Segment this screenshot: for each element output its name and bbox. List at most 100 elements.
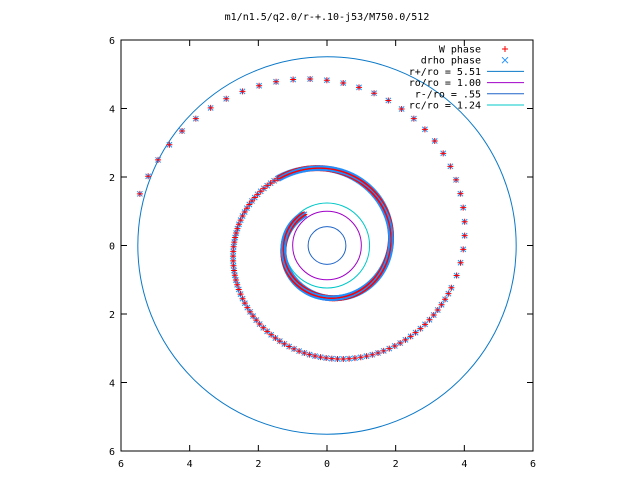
w-phase-point (431, 137, 438, 144)
w-phase-point (192, 115, 199, 122)
w-phase-point (355, 84, 362, 91)
w-phase-point (264, 182, 271, 189)
w-phase-point (445, 290, 452, 297)
w-phase-point (447, 163, 454, 170)
x-tick-label: 6 (530, 459, 536, 470)
w-phase-point (375, 349, 382, 356)
w-phase-point (434, 306, 441, 313)
w-phase-point (233, 230, 240, 237)
w-phase-point (391, 342, 398, 349)
w-phase-point (351, 355, 358, 362)
phase-points (136, 76, 468, 362)
x-tick-label: 0 (324, 459, 330, 470)
w-phase-point (234, 281, 241, 288)
y-tick-label: 6 (109, 36, 115, 47)
y-tick-label: 0 (109, 242, 115, 253)
w-phase-point (260, 185, 267, 192)
w-phase-point (442, 296, 449, 303)
w-phase-point (426, 316, 433, 323)
w-phase-point (328, 355, 335, 362)
w-phase-point (412, 329, 419, 336)
legend-label: r-/ro = .55 (415, 89, 481, 100)
w-phase-point (385, 97, 392, 104)
w-phase-point (346, 355, 353, 362)
x-tick-label: 6 (118, 459, 124, 470)
w-phase-point (306, 351, 313, 358)
w-phase-point (232, 277, 239, 284)
w-phase-point (417, 325, 424, 332)
w-phase-point (461, 218, 468, 225)
w-phase-point (286, 343, 293, 350)
w-phase-point (231, 272, 238, 279)
w-phase-point (246, 201, 253, 208)
w-phase-point (438, 301, 445, 308)
radius-circle (137, 56, 517, 435)
w-phase-point (257, 188, 264, 195)
w-phase-point (272, 335, 279, 342)
w-phase-point (410, 115, 417, 122)
w-phase-point (207, 104, 214, 111)
legend-label: ro/ro = 1.00 (409, 78, 481, 89)
w-phase-point (155, 156, 162, 163)
w-phase-point (260, 324, 267, 331)
legend-label: W phase (439, 45, 481, 56)
w-phase-point (363, 353, 370, 360)
w-phase-point (256, 321, 263, 328)
w-phase-point (230, 262, 237, 269)
w-phase-point (232, 234, 239, 241)
w-phase-point (271, 177, 278, 184)
w-phase-point (440, 150, 447, 157)
w-phase-point (453, 176, 460, 183)
w-phase-point (421, 126, 428, 133)
w-phase-point (231, 239, 238, 246)
w-phase-point (334, 355, 341, 362)
x-tick-label: 4 (187, 459, 193, 470)
w-phase-point (430, 312, 437, 319)
w-phase-point (457, 259, 464, 266)
w-phase-point (380, 347, 387, 354)
w-phase-point (386, 345, 393, 352)
w-phase-point (307, 76, 314, 83)
w-phase-point (145, 173, 152, 180)
radius-circle (292, 210, 362, 281)
w-phase-point (254, 191, 261, 198)
w-phase-point (301, 349, 308, 356)
w-phase-point (235, 221, 242, 228)
w-phase-point (268, 331, 275, 338)
w-phase-point (407, 333, 414, 340)
legend-marker (501, 56, 509, 64)
w-phase-point (281, 340, 288, 347)
w-phase-point (340, 80, 347, 87)
w-phase-point (231, 267, 238, 274)
w-phase-point (267, 180, 274, 187)
w-phase-point (264, 328, 271, 335)
w-phase-point (398, 105, 405, 112)
w-phase-point (323, 355, 330, 362)
x-tick-label: 2 (393, 459, 399, 470)
w-phase-point (290, 76, 297, 83)
w-phase-point (448, 284, 455, 291)
w-phase-point (461, 232, 468, 239)
w-phase-point (250, 313, 257, 320)
w-phase-point (357, 354, 364, 361)
w-phase-point (460, 204, 467, 211)
legend-label: drho phase (421, 56, 481, 67)
radius-circles (137, 56, 517, 435)
w-phase-point (453, 272, 460, 279)
w-phase-point (291, 345, 298, 352)
w-phase-point (340, 355, 347, 362)
y-tick-label: 2 (109, 173, 115, 184)
w-phase-point (273, 78, 280, 85)
legend-label: rc/ro = 1.24 (409, 101, 481, 112)
w-phase-point (276, 338, 283, 345)
w-phase-point (247, 308, 254, 315)
w-phase-point (371, 90, 378, 97)
w-phase-point (256, 82, 263, 89)
w-phase-point (253, 317, 260, 324)
x-tick-label: 2 (255, 459, 261, 470)
w-phase-point (402, 336, 409, 343)
y-tick-label: 4 (109, 105, 115, 116)
w-phase-point (223, 95, 230, 102)
